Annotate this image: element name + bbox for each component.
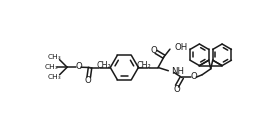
Text: O: O [85, 76, 91, 85]
Text: O: O [150, 46, 157, 55]
Text: CH₂: CH₂ [137, 61, 152, 70]
Text: O: O [75, 62, 82, 71]
Text: OH: OH [174, 43, 187, 52]
Text: CH₃: CH₃ [47, 75, 61, 80]
Text: CH₂: CH₂ [96, 61, 111, 70]
Text: O: O [173, 85, 180, 94]
Text: O: O [190, 72, 197, 81]
Text: CH₃: CH₃ [44, 64, 58, 70]
Text: NH: NH [172, 67, 185, 76]
Text: CH₃: CH₃ [47, 54, 61, 60]
